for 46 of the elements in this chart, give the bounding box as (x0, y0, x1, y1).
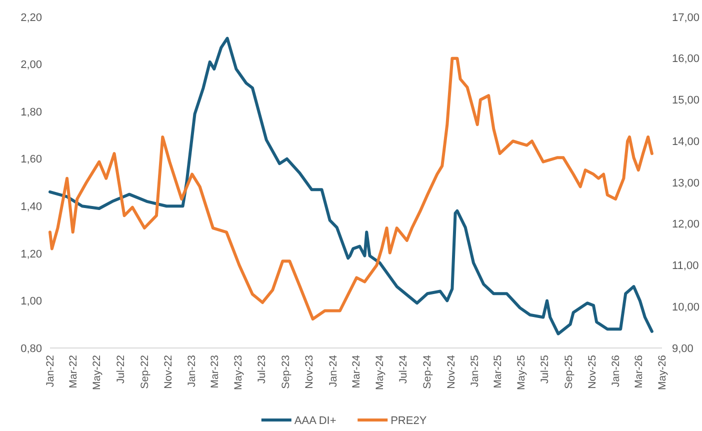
x-tick-label: Jul-23 (256, 354, 268, 384)
y-tick-label: 1,80 (20, 106, 42, 118)
y2-tick-label: 12,00 (672, 218, 700, 231)
x-tick-label: Mar-25 (492, 354, 504, 388)
x-tick-label: Mar-22 (68, 354, 80, 388)
x-tick-label: Jan-25 (468, 354, 481, 388)
x-tick-label: Jan-24 (327, 354, 340, 388)
x-tick-label: May-22 (91, 354, 104, 390)
x-tick-label: May-23 (232, 354, 244, 390)
x-tick-label: May-26 (656, 354, 669, 390)
y2-tick-label: 14,00 (672, 136, 700, 148)
x-tick-label: Jan-26 (610, 354, 622, 388)
x-tick-label: May-24 (374, 354, 386, 390)
y2-tick-label: 13,00 (672, 177, 700, 190)
x-tick-label: Sep-25 (563, 354, 575, 389)
y2-tick-label: 11,00 (672, 260, 699, 272)
x-tick-label: Nov-24 (445, 354, 458, 389)
x-tick-label: Jan-22 (44, 354, 57, 388)
legend-label: PRE2Y (390, 415, 428, 427)
x-tick-label: Sep-23 (280, 354, 292, 389)
x-tick-label: May-25 (515, 354, 528, 390)
y-tick-label: 2,20 (20, 12, 42, 24)
x-tick-label: Mar-26 (633, 354, 646, 388)
x-tick-label: Mar-24 (350, 354, 362, 388)
y2-tick-label: 17,00 (672, 12, 700, 24)
y2-tick-label: 9,00 (672, 342, 694, 355)
y2-tick-label: 10,00 (672, 301, 700, 314)
y-tick-label: 1,40 (20, 200, 42, 213)
x-tick-label: Jul-22 (114, 354, 127, 384)
x-tick-label: Sep-24 (422, 354, 434, 389)
y-tick-label: 1,20 (20, 248, 42, 260)
x-tick-label: Nov-23 (304, 354, 316, 389)
x-tick-label: Jan-23 (186, 354, 198, 388)
y-tick-label: 1,60 (20, 154, 42, 166)
legend-label: AAA DI+ (294, 415, 336, 427)
x-tick-label: Mar-23 (208, 354, 221, 388)
y2-tick-label: 15,00 (672, 94, 700, 107)
x-tick-label: Nov-22 (162, 354, 174, 389)
y-tick-label: 0,80 (20, 342, 42, 355)
y-tick-label: 1,00 (20, 296, 42, 308)
y2-tick-label: 16,00 (672, 53, 700, 66)
x-tick-label: Jul-24 (398, 354, 410, 384)
x-tick-label: Jul-25 (539, 354, 551, 384)
x-tick-label: Nov-25 (586, 354, 599, 389)
y-tick-label: 2,00 (20, 59, 42, 72)
x-tick-label: Sep-22 (138, 354, 151, 389)
